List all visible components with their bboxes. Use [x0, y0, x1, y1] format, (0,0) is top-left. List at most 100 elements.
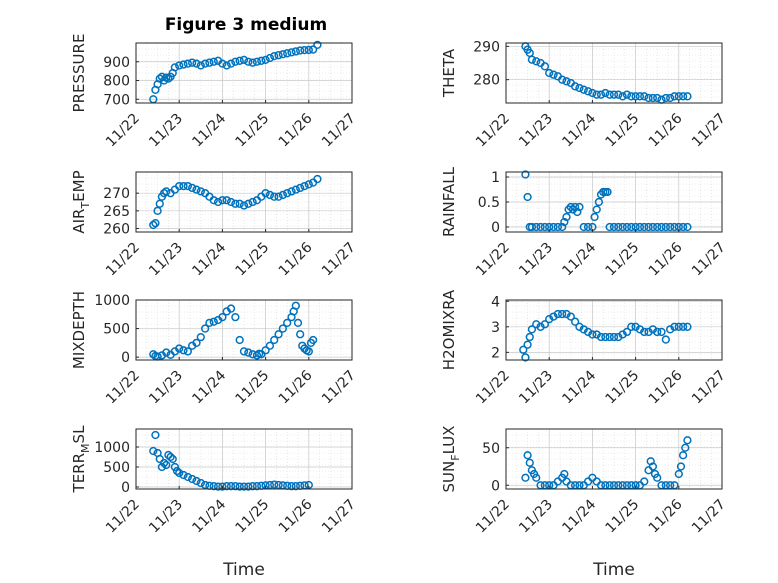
- y-tick-label: 1000: [94, 293, 130, 309]
- data-point: [683, 322, 692, 331]
- data-point: [196, 61, 205, 70]
- y-tick-label: 1: [491, 170, 500, 186]
- y-tick-label: 3: [491, 320, 500, 336]
- y-tick-label: 500: [103, 460, 130, 476]
- data-point: [175, 181, 184, 191]
- x-tick-label: 11/24: [189, 367, 229, 407]
- data-point: [644, 222, 653, 232]
- data-point: [640, 92, 649, 101]
- data-point: [196, 332, 205, 342]
- data-point: [274, 330, 283, 339]
- data-point: [640, 477, 649, 486]
- data-point: [670, 222, 679, 232]
- data-point: [291, 185, 300, 194]
- data-point: [151, 219, 160, 228]
- data-point: [678, 92, 688, 101]
- y-axis-label: TERRMSL: [70, 425, 92, 494]
- data-point: [523, 340, 532, 349]
- data-point: [521, 170, 530, 179]
- x-tick-label: 11/23: [146, 368, 186, 408]
- x-tick-label: 11/27: [689, 111, 729, 151]
- y-axis-label: H2OMIXRA: [440, 289, 458, 370]
- data-point: [244, 482, 253, 491]
- data-point: [640, 222, 649, 232]
- data-point: [683, 436, 692, 445]
- data-point: [596, 90, 606, 99]
- data-point: [265, 480, 275, 490]
- y-tick-label: 1000: [94, 440, 130, 456]
- data-point: [640, 327, 649, 337]
- data-point: [605, 222, 614, 232]
- data-point: [239, 347, 249, 356]
- y-tick-label: 290: [473, 39, 500, 55]
- data-point: [248, 58, 257, 67]
- data-point: [579, 85, 588, 94]
- data-point: [270, 480, 279, 489]
- x-tick-label: 11/25: [233, 368, 273, 408]
- data-point: [674, 469, 683, 479]
- y-tick-label: 2: [491, 345, 500, 361]
- data-point: [226, 59, 236, 68]
- data-point: [283, 318, 292, 328]
- data-point: [532, 57, 541, 66]
- x-tick-label: 11/23: [146, 240, 186, 280]
- data-point: [222, 61, 231, 70]
- x-tick-label: 11/23: [146, 111, 186, 151]
- y-axis-label: MIXDEPTH: [70, 291, 88, 369]
- data-point: [566, 312, 575, 321]
- data-point: [205, 58, 214, 67]
- data-point: [179, 181, 188, 191]
- data-point: [631, 92, 640, 101]
- data-point: [683, 92, 692, 101]
- y-axis-label: THETA: [440, 48, 458, 98]
- x-tick-label: 11/23: [516, 368, 556, 408]
- data-point: [261, 55, 270, 65]
- data-point: [635, 92, 645, 101]
- data-point: [676, 462, 686, 471]
- data-point: [192, 476, 201, 486]
- data-point: [653, 93, 662, 103]
- data-point: [192, 59, 201, 68]
- data-point: [278, 190, 288, 200]
- x-tick-label: 11/27: [319, 368, 359, 408]
- x-tick-label: 11/26: [276, 367, 316, 407]
- data-point: [560, 469, 569, 479]
- data-point: [573, 207, 582, 217]
- data-point: [222, 482, 231, 491]
- data-point: [183, 181, 192, 191]
- data-point: [283, 189, 292, 198]
- y-tick-label: 280: [473, 73, 500, 89]
- data-point: [308, 45, 318, 54]
- y-axis-label: AIRTEMP: [70, 170, 92, 233]
- y-tick-label: 0: [491, 220, 500, 236]
- x-tick-label: 11/26: [276, 239, 316, 279]
- data-point: [188, 58, 197, 67]
- data-point: [553, 309, 562, 319]
- subplot-h2omixra: 2 3 4 11/22 11/23 11/24 11/25 11/26 11/27 H2OMIXR…: [440, 289, 729, 407]
- data-point: [265, 341, 275, 350]
- data-point: [164, 74, 173, 83]
- data-point: [313, 174, 322, 184]
- x-tick-label: 11/26: [276, 496, 316, 536]
- y-tick-label: 0.5: [478, 195, 500, 211]
- data-point: [252, 482, 262, 491]
- y-tick-label: 700: [103, 92, 130, 108]
- data-point: [175, 61, 184, 70]
- data-point: [231, 199, 240, 208]
- subplot-theta: 280 290 11/22 11/23 11/24 11/25 11/26 11/27 THET…: [440, 39, 729, 150]
- x-tick-label: 11/24: [559, 239, 599, 279]
- data-point: [209, 482, 218, 491]
- data-point: [622, 327, 632, 337]
- y-tick-label: 50: [482, 441, 500, 457]
- data-point: [235, 482, 244, 491]
- data-point: [287, 482, 296, 491]
- data-point: [252, 351, 262, 360]
- data-point: [170, 63, 180, 72]
- data-point: [540, 62, 550, 71]
- data-point: [200, 59, 210, 68]
- data-point: [287, 187, 296, 196]
- data-point: [200, 480, 210, 490]
- data-point: [540, 222, 550, 232]
- y-axis-label: RAINFALL: [440, 166, 458, 237]
